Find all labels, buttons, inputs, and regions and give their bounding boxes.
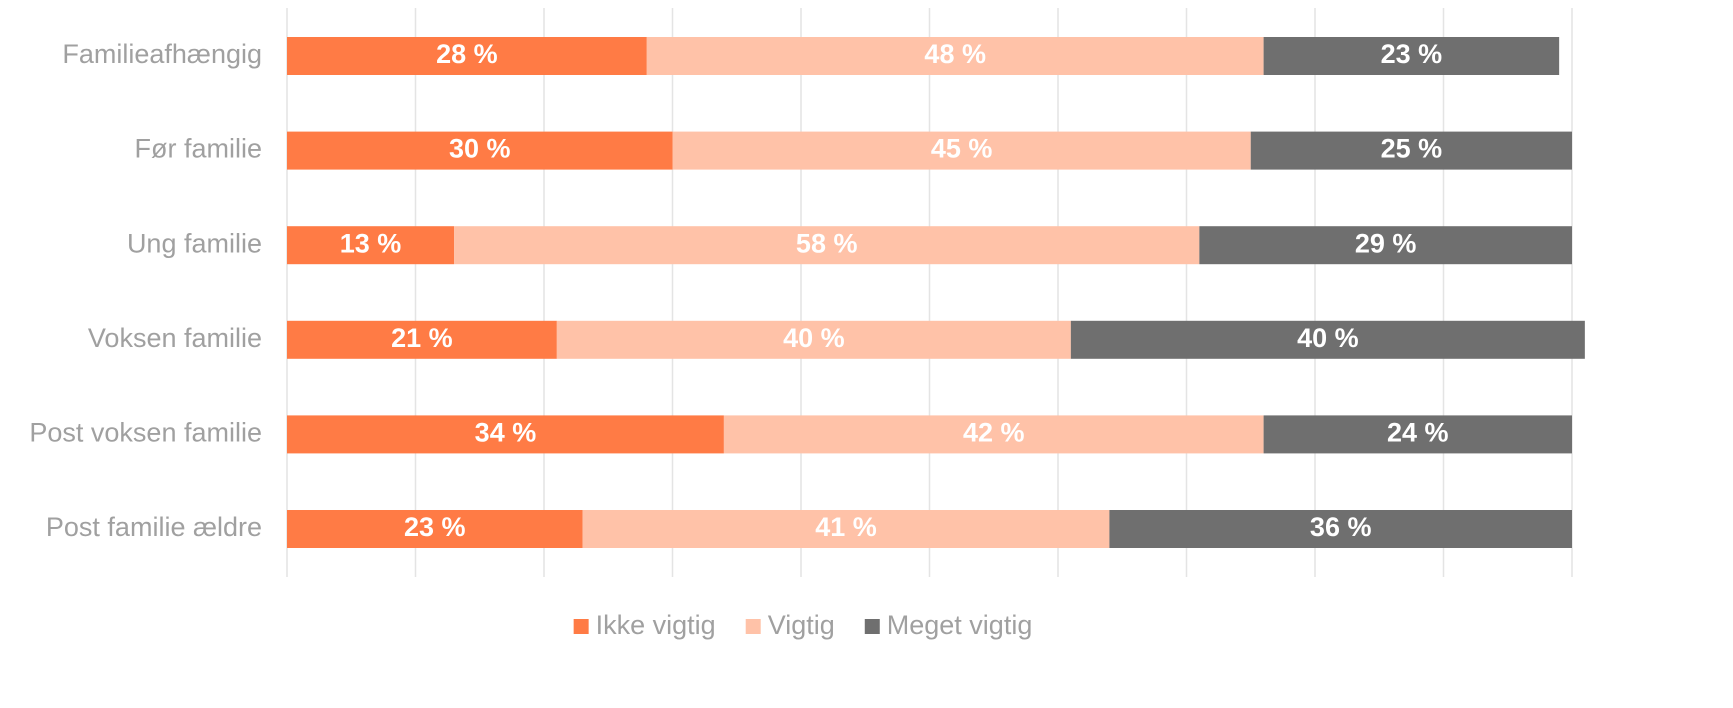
data-label: 13 % [340,228,402,258]
data-label: 40 % [783,323,845,353]
data-label: 48 % [924,39,986,69]
bar-segment [672,131,1251,170]
data-label: 41 % [815,512,877,542]
data-label: 30 % [449,134,511,164]
bar-segment [1250,131,1572,170]
data-label: 42 % [963,418,1025,448]
bar-segment [1109,510,1572,548]
bar-segment [723,415,1264,454]
bar-segment [287,415,724,454]
bar-segment [1263,37,1560,75]
bar-segment [646,37,1264,75]
bar-segment [1199,226,1572,265]
data-label: 21 % [391,323,453,353]
legend-swatch [745,619,761,634]
legend-label: Meget vigtig [887,610,1033,640]
legend-swatch [573,619,589,634]
bar-segment [1070,320,1585,359]
bar-segment [287,131,673,170]
data-label: 58 % [796,228,858,258]
data-label: 34 % [475,418,537,448]
data-label: 45 % [931,134,993,164]
bar-segment [582,510,1110,548]
bar-segment [287,226,455,265]
data-label: 23 % [404,512,466,542]
category-label: Før familie [135,134,263,164]
bar-segment [287,37,647,75]
data-label: 40 % [1297,323,1359,353]
legend-swatch [864,619,880,634]
data-label: 29 % [1355,228,1417,258]
bar-segment [287,510,583,548]
category-label: Familieafhængig [62,39,262,69]
category-label: Voksen familie [88,323,262,353]
category-label: Ung familie [127,228,262,258]
bar-segment [454,226,1200,265]
bar-segment [1263,415,1572,454]
data-label: 23 % [1381,39,1443,69]
bar-segment [287,320,557,359]
data-label: 24 % [1387,418,1449,448]
category-label: Post voksen familie [29,418,262,448]
legend-label: Vigtig [768,610,835,640]
data-label: 28 % [436,39,498,69]
data-label: 25 % [1381,134,1443,164]
data-label: 36 % [1310,512,1372,542]
bar-segment [556,320,1071,359]
category-label: Post familie ældre [46,512,262,542]
legend-label: Ikke vigtig [596,610,716,640]
